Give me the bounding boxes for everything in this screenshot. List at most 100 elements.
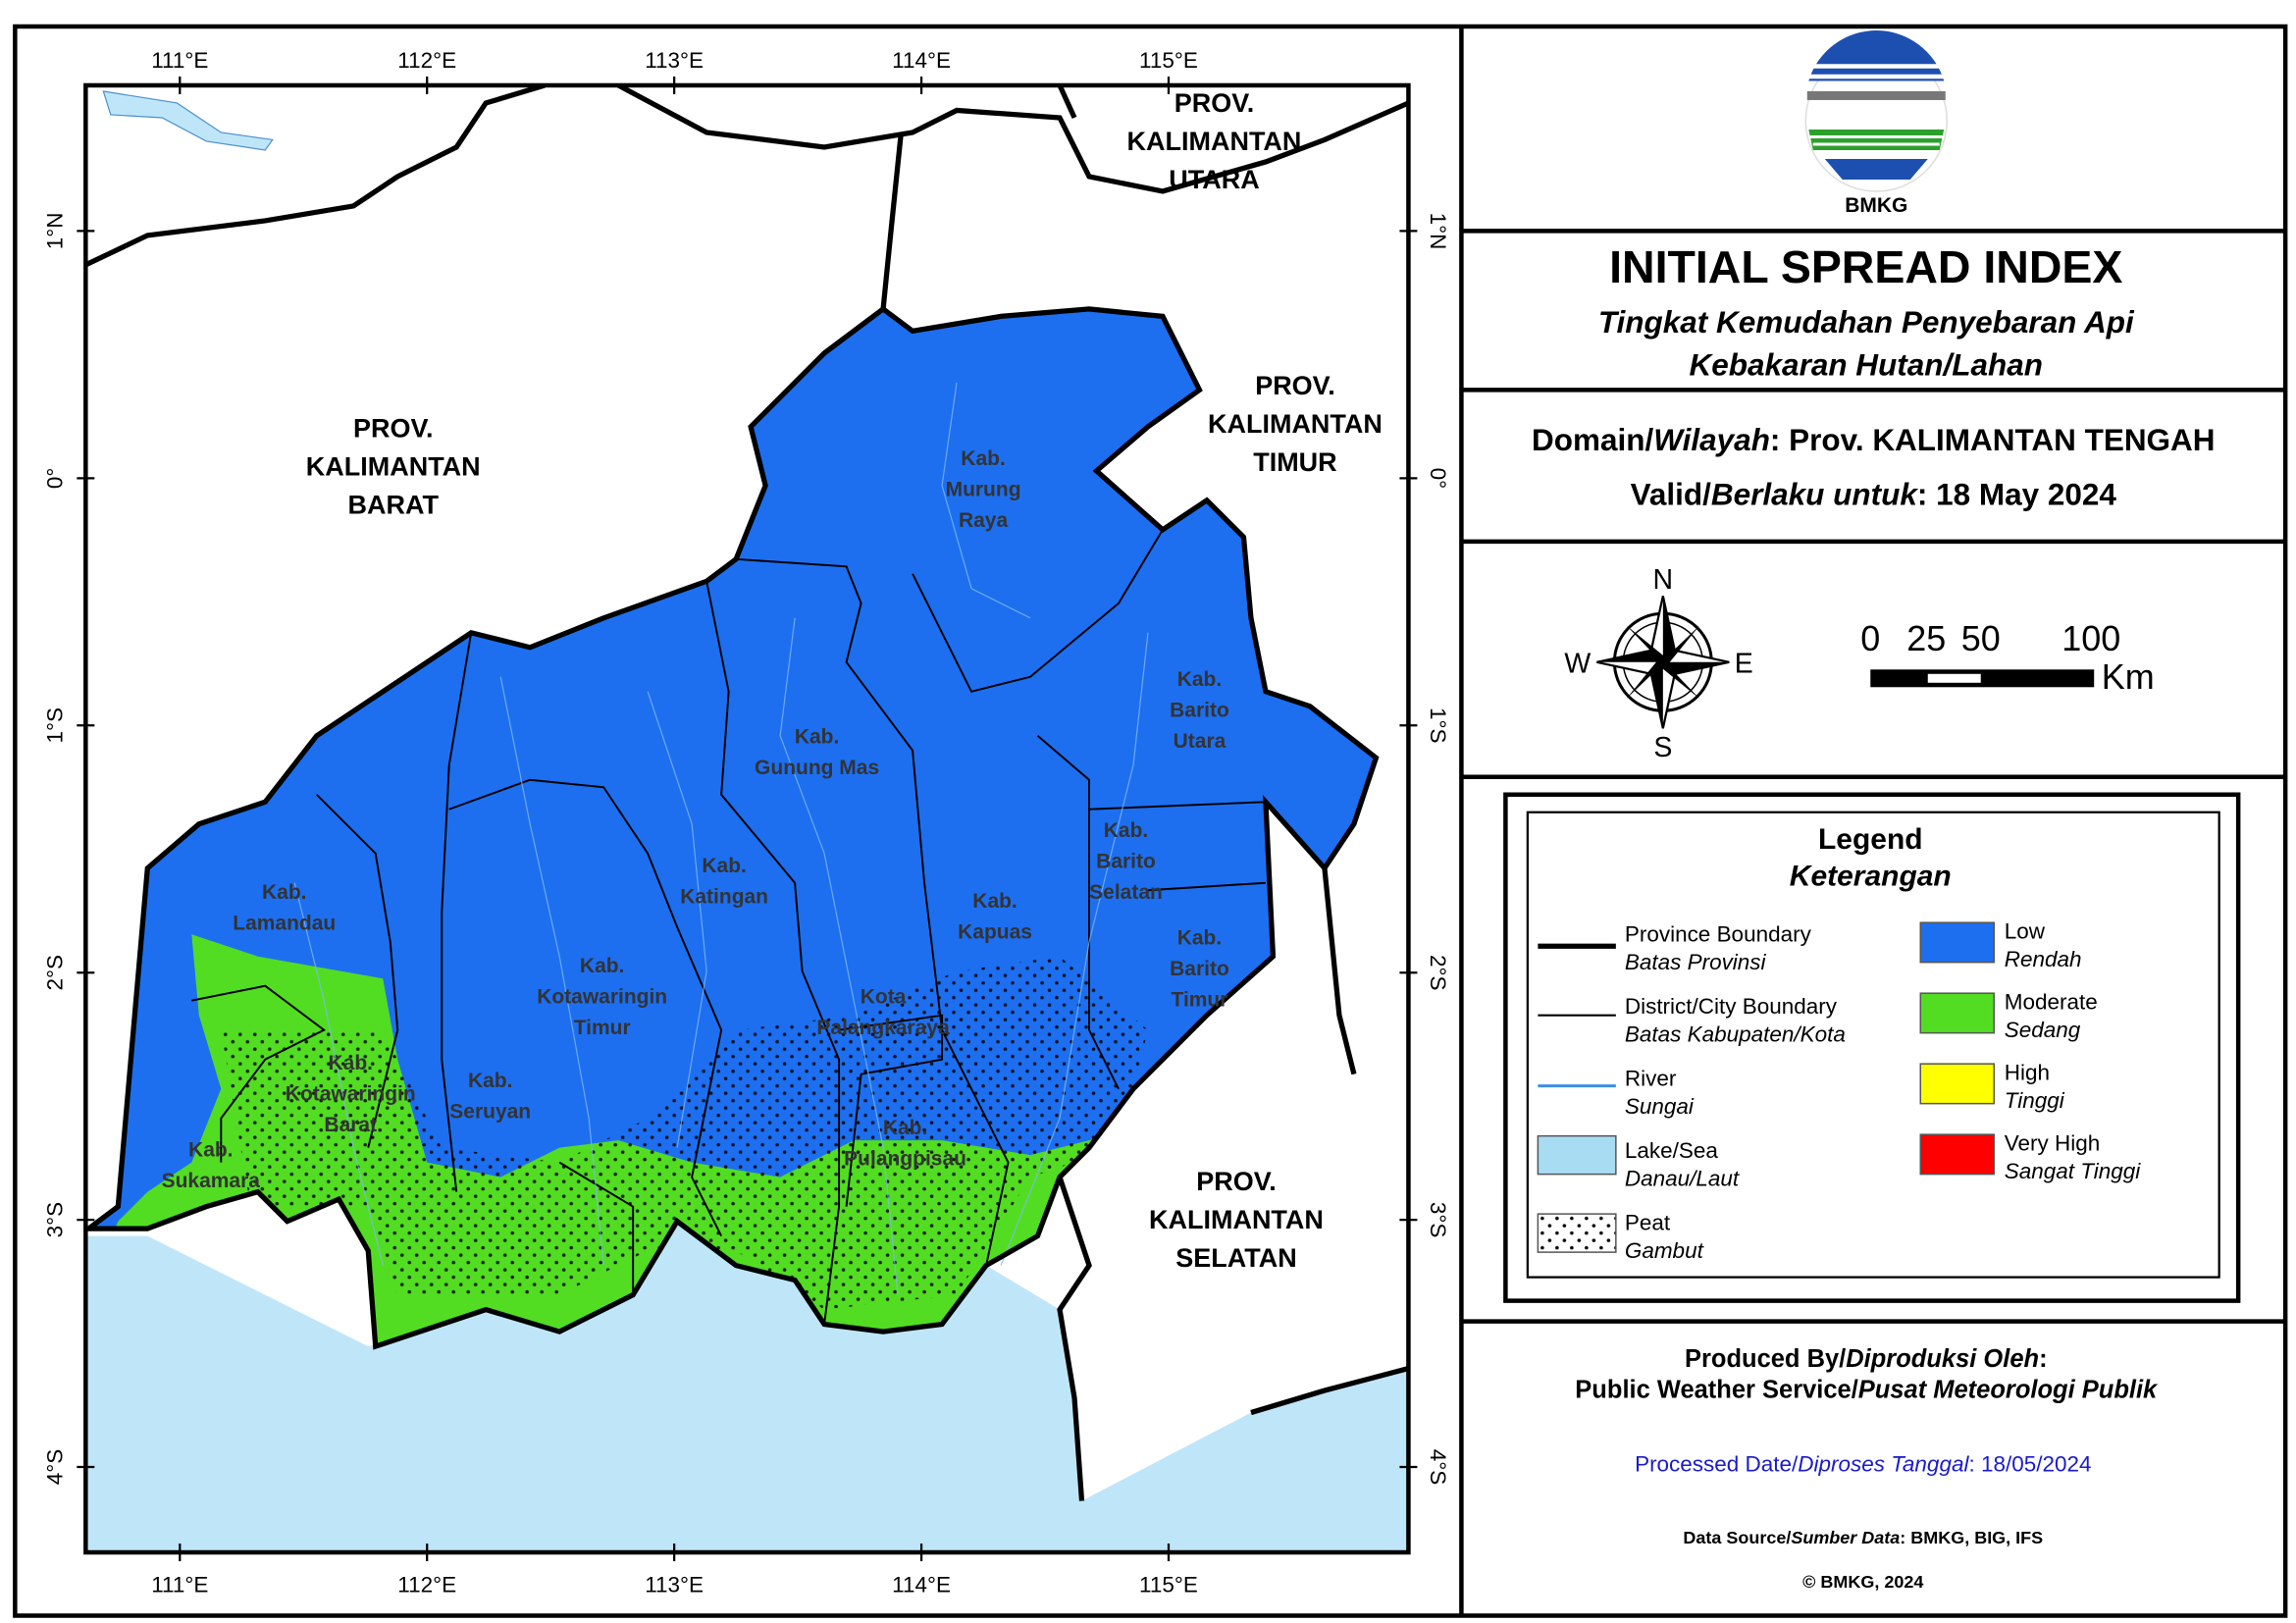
district-label: Kapuas [958, 921, 1032, 944]
legend-label: District/City Boundary [1625, 994, 1838, 1019]
district-boundaries [191, 529, 1267, 1325]
legend-label-local: Batas Provinsi [1625, 950, 1767, 974]
producer-line: Public Weather Service/Pusat Meteorologi… [1575, 1377, 2159, 1404]
district-label: Sukamara [162, 1170, 261, 1192]
province-label: KALIMANTAN [1127, 127, 1302, 156]
legend-subtitle: Keterangan [1790, 861, 1952, 893]
peat-area [221, 956, 1148, 1310]
lon-label: 113°E [645, 48, 704, 73]
lon-label: 115°E [1139, 1573, 1198, 1597]
legend-label-local: Rendah [2005, 947, 2082, 971]
district-label: Kab. [1104, 819, 1148, 842]
province-labels: PROV. KALIMANTAN BARAT PROV. KALIMANTAN UTARA… [306, 88, 1383, 1273]
district-label: Seruyan [449, 1101, 531, 1124]
produced-line: Produced By/Diproduksi Oleh: [1685, 1345, 2048, 1373]
lon-label: 114°E [892, 48, 951, 73]
map-body [85, 84, 1409, 1553]
legend-label-local: Sungai [1625, 1094, 1695, 1119]
map-frame [83, 82, 1411, 1555]
legend-label: Very High [2005, 1131, 2100, 1156]
district-label: Katingan [680, 886, 768, 909]
produced-label-local: Diproduksi Oleh [1846, 1345, 2039, 1373]
district-label: Gunung Mas [755, 757, 879, 779]
district-label: Lamandau [233, 913, 336, 935]
district-label: Raya [959, 509, 1008, 532]
legend-label: Peat [1625, 1211, 1671, 1235]
legend-label: Lake/Sea [1625, 1138, 1719, 1163]
district-label: Kab. [961, 447, 1005, 470]
district-label: Kab. [468, 1070, 512, 1092]
processed-line: Processed Date/Diproses Tanggal: 18/05/2… [1635, 1452, 2091, 1477]
copyright: © BMKG, 2024 [1802, 1572, 1923, 1592]
legend-label: Province Boundary [1625, 922, 1812, 947]
valid-value: : 18 May 2024 [1917, 476, 2117, 511]
district-label: Utara [1174, 730, 1226, 753]
district-label: Kab. [1177, 927, 1222, 950]
scale-label: 50 [1961, 618, 2001, 658]
district-label: Kab. [188, 1139, 233, 1162]
district-label: Kab. [262, 881, 306, 904]
producer: Public Weather Service/ [1575, 1377, 1857, 1404]
district-label: Selatan [1089, 881, 1163, 904]
domain-line: Domain/Wilayah: Prov. KALIMANTAN TENGAH [1532, 422, 2216, 457]
district-label: Kab. [702, 855, 746, 877]
lat-label: 0° [1426, 468, 1450, 489]
scale-label: 0 [1860, 618, 1880, 658]
lat-label: 4°S [42, 1449, 67, 1486]
lake [102, 90, 274, 151]
compass-s: S [1653, 732, 1672, 763]
district-label: Kab. [329, 1052, 373, 1074]
lat-label: 1°S [1426, 707, 1450, 744]
lon-label: 114°E [892, 1573, 951, 1597]
legend-label-local: Sedang [2005, 1018, 2081, 1042]
legend-label: Moderate [2005, 990, 2098, 1015]
lat-label: 1°N [1426, 213, 1450, 250]
district-label: Barito [1170, 958, 1229, 980]
district-label: Barito [1170, 699, 1229, 721]
legend-label-local: Batas Kabupaten/Kota [1625, 1022, 1846, 1047]
lat-label: 3°S [42, 1202, 67, 1238]
district-label: Barat [324, 1114, 377, 1136]
district-label: Palangkaraya [816, 1017, 950, 1039]
province-label: TIMUR [1253, 447, 1336, 477]
lon-label: 111°E [151, 1573, 208, 1597]
rivers [293, 382, 1149, 1295]
province-label: KALIMANTAN [1149, 1205, 1324, 1234]
domain-label: Domain/ [1532, 422, 1653, 457]
district-label: Kab. [795, 725, 839, 748]
lat-label: 2°S [1426, 955, 1450, 991]
compass: N S E W [1564, 564, 1752, 763]
province-label: KALIMANTAN [1208, 409, 1383, 439]
legend-label-local: Sangat Tinggi [2005, 1159, 2142, 1183]
province-label: SELATAN [1175, 1243, 1296, 1273]
district-label: Murung [946, 478, 1021, 500]
lat-label: 4°S [1426, 1449, 1450, 1486]
legend-swatch [1919, 921, 1995, 964]
subtitle: Kebakaran Hutan/Lahan [1690, 346, 2043, 382]
legend-swatch [1919, 992, 1995, 1034]
district-label: Kab. [972, 890, 1017, 913]
producer-local: Pusat Meteorologi Publik [1858, 1377, 2159, 1404]
compass-w: W [1564, 648, 1591, 679]
legend-label: High [2005, 1061, 2050, 1085]
lat-label: 3°S [1426, 1202, 1450, 1238]
symbol-lake [1537, 1134, 1617, 1176]
legend-swatch [1919, 1063, 1995, 1105]
district-label: Kab. [1177, 668, 1222, 691]
district-label: Kotawaringin [537, 986, 667, 1009]
valid-line: Valid/Berlaku untuk: 18 May 2024 [1631, 476, 2117, 511]
district-label: Barito [1096, 851, 1156, 873]
legend-label-local: Danau/Laut [1625, 1167, 1741, 1191]
title: INITIAL SPREAD INDEX [1609, 241, 2122, 292]
lon-label: 112°E [397, 48, 456, 73]
compass-n: N [1653, 564, 1674, 596]
district-label: Timur [1172, 989, 1228, 1012]
district-label: Kab. [580, 955, 624, 977]
legend-label-local: Tinggi [2005, 1088, 2065, 1113]
lat-label: 1°N [42, 213, 67, 250]
province-label: BARAT [348, 490, 440, 519]
province-label: PROV. [1196, 1167, 1276, 1196]
processed-label: Processed Date/ [1635, 1452, 1799, 1477]
valid-label-local: Berlaku untuk [1711, 476, 1918, 511]
produced-colon: : [2039, 1345, 2048, 1373]
